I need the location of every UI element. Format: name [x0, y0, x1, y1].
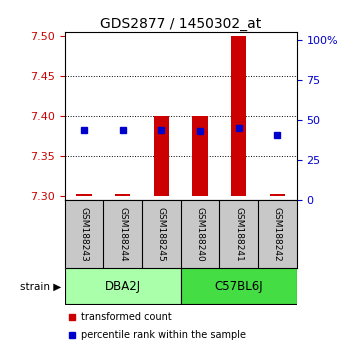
- Text: strain ▶: strain ▶: [20, 281, 61, 291]
- Bar: [115, 194, 131, 196]
- Text: GSM188244: GSM188244: [118, 207, 127, 261]
- Bar: [181, 268, 297, 304]
- Text: GSM188242: GSM188242: [273, 207, 282, 261]
- Text: transformed count: transformed count: [81, 312, 172, 321]
- Text: GSM188245: GSM188245: [157, 207, 166, 261]
- Bar: [192, 116, 208, 196]
- Text: C57BL6J: C57BL6J: [214, 280, 263, 293]
- Text: percentile rank within the sample: percentile rank within the sample: [81, 330, 246, 340]
- Bar: [231, 36, 247, 196]
- Title: GDS2877 / 1450302_at: GDS2877 / 1450302_at: [100, 17, 261, 31]
- Bar: [65, 268, 181, 304]
- Text: GSM188243: GSM188243: [79, 207, 89, 261]
- Text: DBA2J: DBA2J: [105, 280, 141, 293]
- Text: GSM188241: GSM188241: [234, 207, 243, 261]
- Bar: [76, 194, 92, 196]
- Text: GSM188240: GSM188240: [195, 207, 205, 261]
- Bar: [270, 194, 285, 196]
- Bar: [154, 116, 169, 196]
